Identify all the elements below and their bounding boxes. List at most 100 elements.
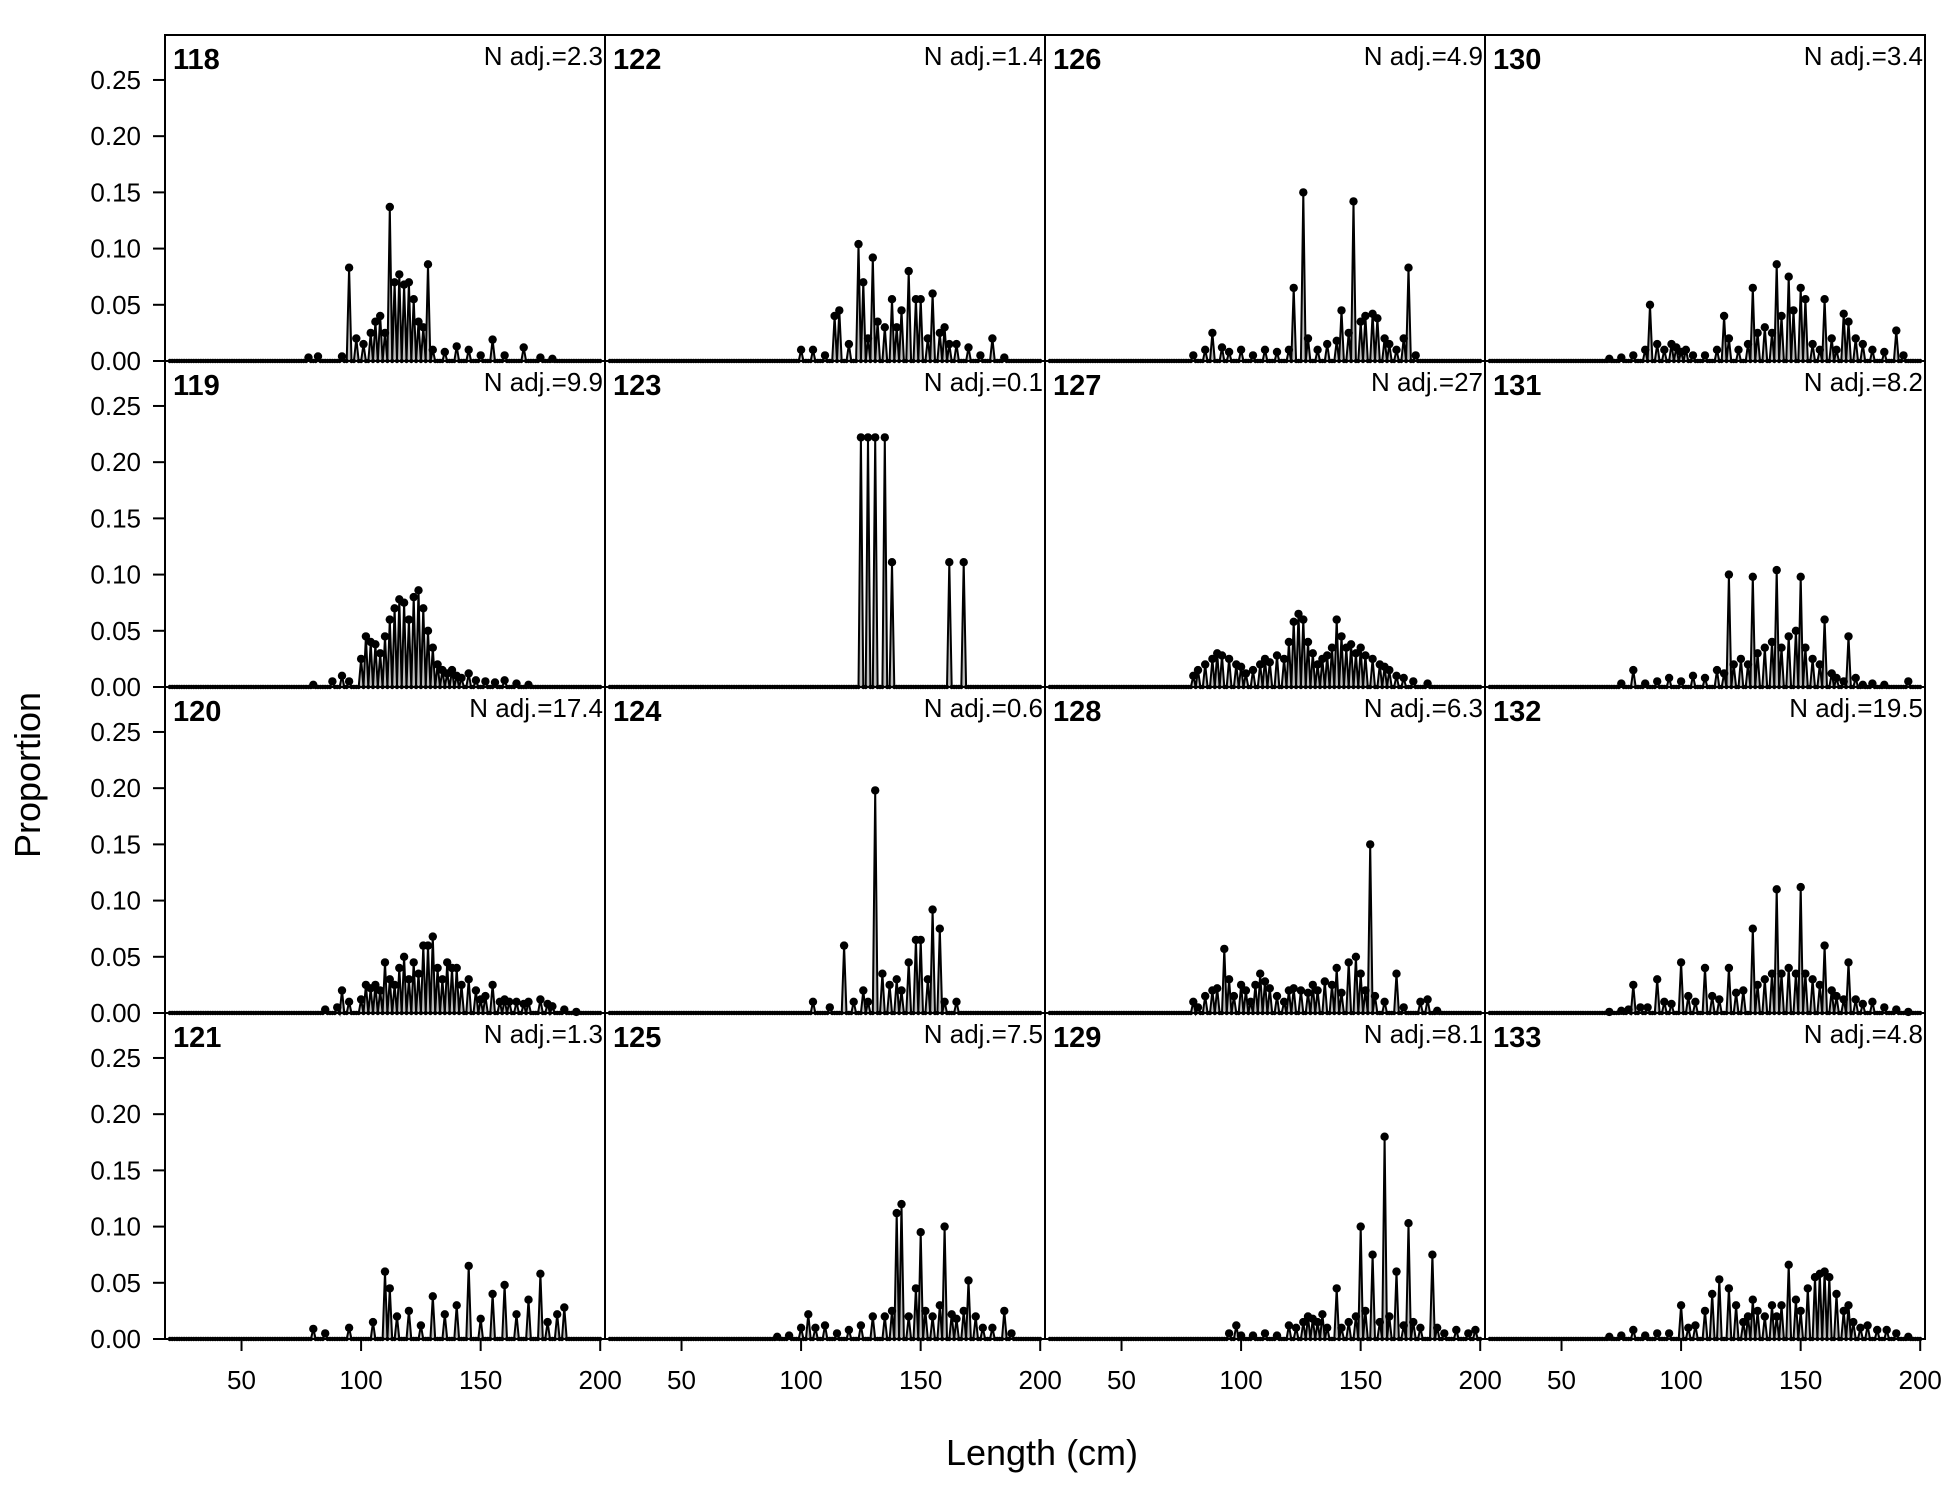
y-tick-label: 0.00 bbox=[90, 346, 141, 376]
data-point bbox=[1844, 958, 1853, 967]
data-point bbox=[1825, 1273, 1834, 1282]
panel-label: 132 bbox=[1493, 696, 1541, 728]
data-point bbox=[1256, 660, 1265, 669]
data-point bbox=[1284, 637, 1294, 647]
data-point bbox=[808, 345, 818, 354]
data-point bbox=[1873, 1325, 1882, 1335]
data-point bbox=[1777, 311, 1786, 321]
data-point bbox=[1220, 944, 1229, 954]
data-point bbox=[524, 997, 533, 1006]
data-point bbox=[1801, 969, 1810, 978]
y-tick-label: 0.20 bbox=[90, 1099, 141, 1129]
data-point bbox=[1248, 351, 1258, 360]
data-point bbox=[1791, 1295, 1801, 1304]
data-point bbox=[385, 1284, 394, 1293]
data-point bbox=[376, 986, 385, 995]
data-point bbox=[1748, 283, 1758, 293]
panel-frame bbox=[1044, 686, 1486, 1014]
data-point bbox=[1246, 997, 1255, 1006]
data-point bbox=[1189, 671, 1198, 680]
data-point bbox=[1739, 986, 1748, 995]
data-point bbox=[1351, 1312, 1361, 1321]
data-point bbox=[1433, 1323, 1442, 1333]
data-point bbox=[928, 1312, 937, 1321]
data-point bbox=[433, 660, 442, 669]
y-tick-label: 0.00 bbox=[90, 1324, 141, 1354]
data-point bbox=[1289, 984, 1298, 993]
data-point bbox=[1743, 660, 1753, 669]
data-point bbox=[1700, 963, 1710, 973]
data-point bbox=[1236, 980, 1246, 990]
data-point bbox=[1784, 963, 1793, 973]
data-point bbox=[1452, 1325, 1461, 1335]
data-point bbox=[1370, 991, 1380, 1001]
data-point bbox=[1313, 1317, 1322, 1327]
data-point bbox=[344, 1323, 354, 1333]
data-point bbox=[1653, 1329, 1662, 1338]
data-point bbox=[1337, 632, 1346, 641]
data-point bbox=[548, 1002, 557, 1011]
data-point bbox=[1796, 1306, 1805, 1316]
data-point bbox=[1777, 1301, 1786, 1310]
data-point bbox=[1899, 351, 1908, 360]
data-point bbox=[464, 1261, 473, 1271]
data-point bbox=[371, 317, 380, 326]
data-point bbox=[1272, 347, 1282, 357]
data-point bbox=[1643, 1003, 1652, 1012]
data-point bbox=[863, 997, 873, 1006]
panel-grid: 118 N adj.=2.3 119 N adj.=9.9 120 N adj.=17.4… bbox=[164, 34, 1926, 1342]
data-point bbox=[871, 433, 880, 442]
data-point bbox=[904, 958, 913, 967]
data-point bbox=[1767, 328, 1777, 338]
data-point bbox=[457, 980, 466, 990]
data-point bbox=[1337, 1323, 1346, 1333]
data-point bbox=[1796, 572, 1805, 581]
data-point bbox=[1629, 351, 1638, 360]
x-tick-label: 200 bbox=[579, 1365, 622, 1395]
data-point bbox=[1641, 345, 1650, 354]
data-point bbox=[1308, 980, 1318, 990]
data-point bbox=[1323, 1323, 1332, 1333]
data-point bbox=[1708, 1289, 1717, 1299]
n-adj-label: N adj.=1.3 bbox=[484, 1019, 603, 1049]
data-point bbox=[1772, 260, 1781, 269]
data-point bbox=[476, 351, 485, 360]
data-point bbox=[1820, 941, 1829, 950]
data-point bbox=[1327, 980, 1337, 990]
data-point bbox=[1839, 1306, 1848, 1316]
data-point bbox=[1224, 1329, 1234, 1338]
series-line bbox=[609, 437, 1041, 688]
data-point bbox=[911, 1284, 921, 1293]
n-adj-label: N adj.=9.9 bbox=[484, 367, 603, 397]
data-point bbox=[1323, 651, 1332, 660]
data-point bbox=[1868, 345, 1877, 354]
data-point bbox=[409, 958, 418, 967]
data-point bbox=[376, 311, 385, 321]
data-point bbox=[1303, 988, 1313, 997]
data-point bbox=[820, 1321, 830, 1330]
data-point bbox=[440, 1310, 449, 1319]
data-point bbox=[1636, 1003, 1645, 1012]
data-point bbox=[952, 339, 961, 349]
n-adj-label: N adj.=7.5 bbox=[924, 1019, 1043, 1049]
data-point bbox=[1385, 1312, 1394, 1321]
area-fill bbox=[1489, 570, 1921, 687]
data-point bbox=[887, 295, 897, 304]
y-tick-label: 0.15 bbox=[90, 503, 141, 533]
area-fill bbox=[1049, 192, 1481, 361]
panel-frame bbox=[604, 686, 1046, 1014]
panel-label: 129 bbox=[1053, 1022, 1101, 1054]
y-tick-label: 0.05 bbox=[90, 616, 141, 646]
data-point bbox=[1213, 984, 1222, 993]
panel-132: 132 N adj.=19.5 bbox=[1484, 686, 1926, 1017]
x-tick-label: 50 bbox=[1547, 1365, 1576, 1395]
x-tick-label: 200 bbox=[1019, 1365, 1062, 1395]
data-point bbox=[476, 1314, 485, 1324]
data-point bbox=[1217, 651, 1227, 660]
data-point bbox=[1882, 1325, 1891, 1335]
data-point bbox=[500, 1280, 509, 1290]
x-tick-label: 150 bbox=[899, 1365, 942, 1395]
data-point bbox=[490, 678, 500, 687]
data-point bbox=[344, 997, 354, 1006]
data-point bbox=[1844, 632, 1853, 641]
